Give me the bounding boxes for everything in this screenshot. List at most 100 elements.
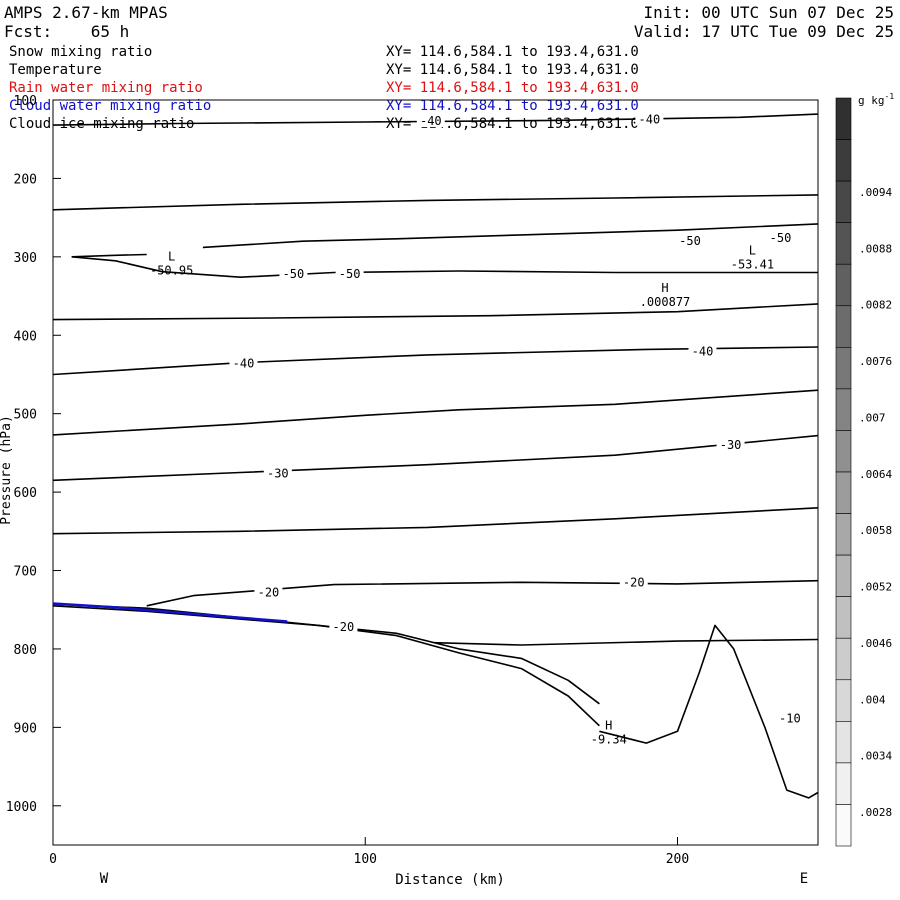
- colorbar-swatch-8: [835, 430, 852, 473]
- colorbar-label-0: .0094: [859, 186, 892, 199]
- colorbar-swatch-7: [835, 388, 852, 431]
- contour-label-7: -40: [692, 345, 714, 359]
- extremum-value-0: -50.95: [150, 264, 193, 278]
- colorbar-label-8: .0046: [859, 637, 892, 650]
- contour-label-bg-6: [229, 355, 258, 370]
- x-tick-label-1: 100: [354, 852, 377, 867]
- colorbar-swatch-2: [835, 180, 852, 223]
- contour-label-10: -20: [258, 585, 280, 599]
- y-tick-label-6: 700: [14, 565, 37, 580]
- contour-label-bg-0: [279, 266, 308, 281]
- colorbar-swatch-5: [835, 305, 852, 348]
- x-tick-label-2: 200: [666, 852, 689, 867]
- extremum-kind-3: H: [605, 718, 612, 732]
- legend-label-rain: Rain water mixing ratio: [9, 80, 203, 96]
- axis-layer: 100 200 300 400 500 600 700 800 900 1000 0 100 200: [6, 94, 690, 867]
- y-tick-label-9: 1000: [6, 800, 37, 815]
- contour-label-bg-4: [416, 113, 445, 128]
- colorbar-label-2: .0082: [859, 299, 892, 312]
- colorbar-unit: g kg-1: [858, 92, 894, 107]
- contour-label-bg-13: [775, 710, 804, 725]
- contour-label-bg-9: [716, 437, 745, 452]
- contour-line-13: [52, 605, 600, 727]
- contour-line-11: [433, 638, 819, 646]
- contour-line-1: [52, 194, 819, 211]
- colorbar-swatch-14: [835, 679, 852, 722]
- colorbar-label-10: .0034: [859, 750, 892, 763]
- contour-label-bg-3: [766, 230, 795, 245]
- contour-label-13: -10: [779, 712, 801, 726]
- colorbar-label-1: .0088: [859, 242, 892, 255]
- contour-line-14: [599, 624, 819, 799]
- y-tick-label-3: 400: [14, 329, 37, 344]
- contour-line-5: [52, 303, 819, 321]
- colorbar-swatch-11: [835, 554, 852, 597]
- model-title: AMPS 2.67-km MPAS: [4, 3, 168, 22]
- extremum-kind-2: H: [661, 281, 668, 295]
- contour-line-7: [52, 389, 819, 436]
- colorbar-swatch-13: [835, 637, 852, 681]
- y-tick-label-4: 500: [14, 408, 37, 423]
- contour-label-2: -50: [679, 234, 701, 248]
- colorbar-swatch-4: [835, 263, 852, 307]
- contour-line-2: [202, 223, 819, 249]
- y-tick-label-5: 600: [14, 486, 37, 501]
- colorbar-swatch-15: [835, 721, 852, 764]
- legend-xy-snow: XY= 114.6,584.1 to 193.4,631.0: [386, 44, 639, 60]
- contour-label-0: -50: [283, 267, 305, 281]
- x-tick-label-0: 0: [49, 852, 57, 867]
- series-layer: [52, 113, 819, 799]
- contour-label-bg-1: [335, 266, 364, 281]
- contour-label-6: -40: [233, 356, 255, 370]
- east-label: E: [800, 871, 808, 887]
- contour-label-8: -30: [267, 466, 289, 480]
- y-tick-label-7: 800: [14, 643, 37, 658]
- contour-label-5: -40: [639, 113, 661, 127]
- contour-label-1: -50: [339, 267, 361, 281]
- extremum-value-3: -9.34: [591, 732, 627, 746]
- y-tick-label-2: 300: [14, 251, 37, 266]
- colorbar-label-9: .004: [859, 693, 886, 706]
- colorbar-swatch-17: [835, 804, 852, 847]
- init-time: Init: 00 UTC Sun 07 Dec 25: [643, 3, 894, 22]
- y-tick-label-1: 200: [14, 172, 37, 187]
- forecast-hour: Fcst: 65 h: [4, 22, 130, 41]
- contour-label-4: -40: [420, 114, 442, 128]
- legend-xy-temperature: XY= 114.6,584.1 to 193.4,631.0: [386, 62, 639, 78]
- x-axis-title: Distance (km): [395, 872, 505, 888]
- extremum-value-1: -53.41: [731, 257, 774, 271]
- legend-label-cloud-water: Cloud water mixing ratio: [9, 98, 212, 114]
- extremum-value-2: .000877: [640, 295, 691, 309]
- colorbar-label-11: .0028: [859, 806, 892, 819]
- contour-label-bg-12: [329, 618, 358, 633]
- colorbar-label-3: .0076: [859, 355, 892, 368]
- legend-xy-cloud-water: XY= 114.6,584.1 to 193.4,631.0: [386, 98, 639, 114]
- contour-label-12: -20: [333, 620, 355, 634]
- legend-label-temperature: Temperature: [9, 62, 102, 78]
- contour-label-9: -30: [720, 438, 742, 452]
- extremum-kind-0: L: [168, 250, 175, 264]
- contour-label-bg-2: [675, 233, 704, 248]
- y-tick-label-0: 100: [14, 94, 37, 109]
- legend-label-snow: Snow mixing ratio: [9, 44, 153, 60]
- contour-line-8: [52, 434, 819, 482]
- colorbar-label-4: .007: [859, 411, 886, 424]
- contour-line-15: [52, 602, 288, 623]
- colorbar-swatch-6: [835, 347, 852, 390]
- colorbar-label-7: .0052: [859, 581, 892, 594]
- contour-line-9: [52, 507, 819, 535]
- contour-label-bg-7: [688, 343, 717, 358]
- colorbar-label-6: .0058: [859, 524, 892, 537]
- colorbar-swatch-3: [835, 222, 852, 265]
- contour-line-4: [71, 253, 147, 258]
- colorbar-swatch-1: [835, 139, 852, 182]
- colorbar: .0094 .0088 .0082 .0076 .007 .0064 .0058 .0052.…: [835, 97, 892, 847]
- valid-time: Valid: 17 UTC Tue 09 Dec 25: [633, 22, 894, 41]
- contour-line-10: [146, 579, 819, 607]
- y-axis-title: Pressure (hPa): [0, 415, 14, 525]
- colorbar-swatch-0: [835, 97, 852, 140]
- contour-label-bg-8: [263, 465, 292, 480]
- contour-label-bg-11: [619, 574, 648, 589]
- colorbar-swatch-9: [835, 471, 852, 514]
